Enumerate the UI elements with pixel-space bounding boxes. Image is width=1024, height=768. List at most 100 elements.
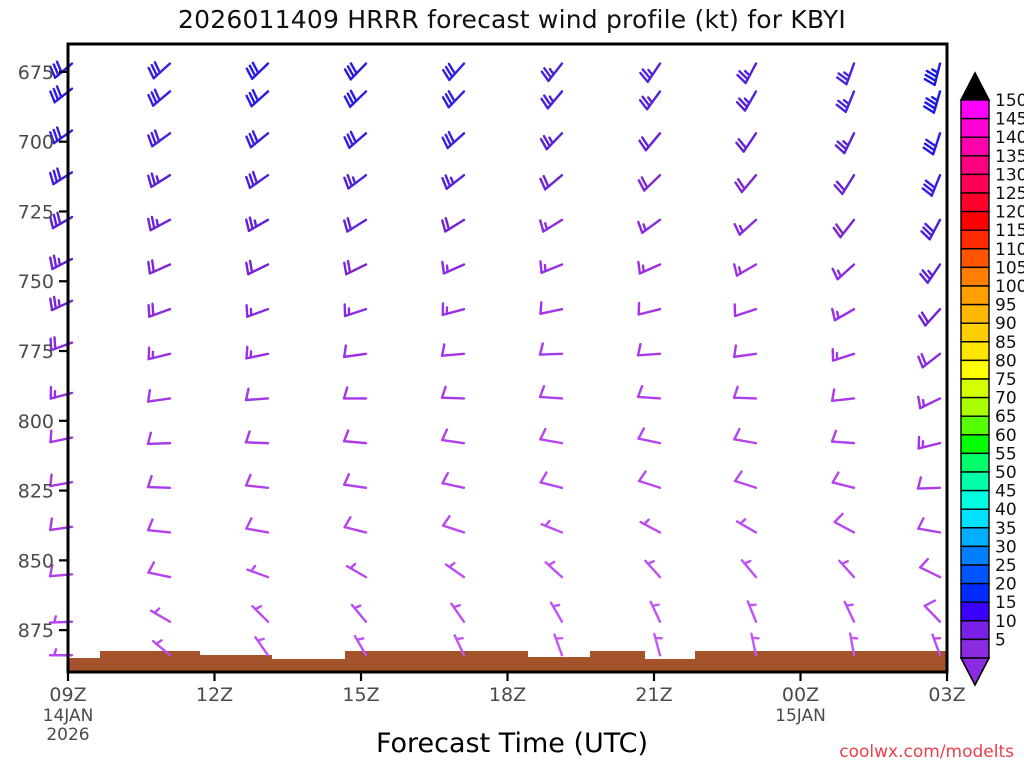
wind-barb <box>831 471 856 489</box>
wind-barb <box>637 427 662 445</box>
legend-color-swatch[interactable] <box>960 303 990 324</box>
legend-color-swatch[interactable] <box>960 229 990 250</box>
wind-barb <box>539 427 564 445</box>
legend-color-swatch[interactable] <box>960 285 990 306</box>
wind-barb <box>538 342 564 356</box>
wind-barb <box>636 384 662 400</box>
legend-tick-label: 45 <box>995 482 1017 502</box>
wind-barb <box>833 173 856 196</box>
y-tick-label: 675 <box>18 62 54 84</box>
wind-barb <box>917 352 942 369</box>
wind-barb <box>553 633 564 657</box>
legend-color-swatch[interactable] <box>960 192 990 213</box>
legend-color-swatch[interactable] <box>960 564 990 585</box>
wind-barb <box>245 345 270 360</box>
wind-barb <box>343 516 368 534</box>
legend-tick-label: 135 <box>995 147 1024 167</box>
wind-barb <box>916 476 942 490</box>
legend-tick-label: 150 <box>995 91 1024 111</box>
legend-color-swatch[interactable] <box>960 341 990 362</box>
wind-barb <box>539 132 564 151</box>
legend-color-swatch[interactable] <box>960 99 990 120</box>
wind-barb <box>538 384 564 400</box>
wind-barb <box>254 636 270 657</box>
wind-barb <box>147 561 172 579</box>
legend-color-swatch[interactable] <box>960 471 990 492</box>
legend-color-swatch[interactable] <box>960 434 990 455</box>
wind-barb <box>151 639 172 657</box>
wind-barb <box>920 218 942 241</box>
wind-barb <box>539 471 564 489</box>
wind-barb <box>147 172 172 189</box>
wind-barb <box>735 518 758 534</box>
wind-barb <box>922 132 942 156</box>
wind-barb <box>440 343 466 357</box>
wind-barb <box>343 62 368 81</box>
wind-barb <box>636 342 662 357</box>
wind-barb <box>923 62 942 87</box>
legend-color-swatch[interactable] <box>960 508 990 529</box>
wind-barb <box>444 561 466 579</box>
wind-barb <box>923 599 942 623</box>
wind-barb <box>343 217 368 233</box>
legend-tick-label: 70 <box>995 389 1017 409</box>
wind-barb <box>638 90 662 111</box>
legend-color-swatch[interactable] <box>960 527 990 548</box>
wind-barb <box>637 301 662 316</box>
wind-barb <box>637 470 662 489</box>
wind-barb <box>931 633 942 657</box>
wind-barb <box>343 130 368 149</box>
legend-color-swatch[interactable] <box>960 582 990 603</box>
legend-color-swatch[interactable] <box>960 136 990 157</box>
color-legend[interactable]: 1501451401351301251201151101051009590858… <box>959 71 1024 687</box>
wind-barb <box>921 173 942 197</box>
wind-barb <box>441 130 466 150</box>
legend-tick-label: 10 <box>995 612 1017 632</box>
wind-barb <box>149 607 172 623</box>
wind-barb <box>735 132 758 153</box>
wind-barb <box>343 259 368 276</box>
wind-barb <box>653 632 663 657</box>
legend-color-swatch[interactable] <box>960 155 990 176</box>
legend-under-arrow <box>959 657 991 687</box>
legend-color-swatch[interactable] <box>960 620 990 641</box>
wind-barb <box>245 130 270 149</box>
legend-color-swatch[interactable] <box>960 415 990 436</box>
legend-color-swatch[interactable] <box>960 545 990 566</box>
wind-barb <box>539 173 564 191</box>
x-tick-label: 09Z <box>49 684 86 706</box>
legend-color-swatch[interactable] <box>960 266 990 287</box>
legend-color-swatch[interactable] <box>960 359 990 380</box>
terrain-segment <box>68 658 100 672</box>
wind-barb <box>733 427 758 445</box>
wind-barb <box>245 61 270 81</box>
x-tick-label: 18Z <box>489 684 526 706</box>
wind-barb <box>843 600 856 623</box>
wind-barb <box>831 263 856 281</box>
wind-barb <box>638 132 662 152</box>
legend-color-swatch[interactable] <box>960 117 990 138</box>
legend-color-swatch[interactable] <box>960 452 990 473</box>
terrain-segment <box>100 651 200 672</box>
x-axis-title: Forecast Time (UTC) <box>376 728 648 759</box>
legend-color-swatch[interactable] <box>960 322 990 343</box>
wind-barb <box>832 218 856 239</box>
wind-barb <box>244 473 270 489</box>
y-tick-label: 875 <box>18 620 54 642</box>
legend-color-swatch[interactable] <box>960 248 990 269</box>
legend-color-swatch[interactable] <box>960 210 990 231</box>
legend-color-swatch[interactable] <box>960 601 990 622</box>
legend-tick-label: 105 <box>995 258 1024 278</box>
wind-barb <box>830 388 856 402</box>
wind-barb <box>147 388 172 403</box>
wind-barb <box>833 512 856 534</box>
legend-color-swatch[interactable] <box>960 173 990 194</box>
legend-tick-label: 90 <box>995 314 1017 334</box>
wind-barb <box>637 173 662 192</box>
legend-color-swatch[interactable] <box>960 638 990 659</box>
legend-color-swatch[interactable] <box>960 396 990 417</box>
legend-color-swatch[interactable] <box>960 378 990 399</box>
legend-color-swatch[interactable] <box>960 489 990 510</box>
